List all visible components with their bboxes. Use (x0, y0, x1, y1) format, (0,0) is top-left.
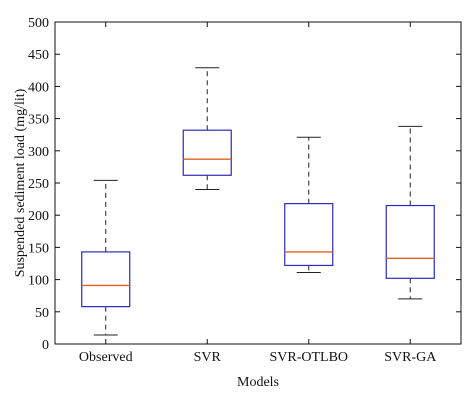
iqr-box (385, 204, 435, 279)
x-tick-label: SVR-OTLBO (269, 350, 348, 365)
x-axis: Observed SVR SVR-OTLBO SVR-GA (79, 22, 437, 365)
y-tick-label: 300 (28, 145, 49, 160)
y-tick-label: 250 (28, 177, 49, 192)
y-axis-label-group: Suspended sediment load (mg/lit) (13, 88, 28, 277)
y-axis: 0 50 100 150 200 250 300 350 400 450 500 (28, 16, 461, 353)
plot-frame (54, 21, 462, 345)
y-tick-label: 500 (28, 16, 49, 31)
box-svr-otlbo (284, 136, 334, 274)
boxes (81, 67, 435, 336)
x-tick-label: SVR (194, 350, 222, 365)
iqr-box (81, 251, 131, 308)
box-svr (182, 67, 232, 190)
x-axis-label: Models (237, 375, 279, 390)
y-tick-label: 0 (42, 338, 49, 353)
x-tick-label: Observed (79, 350, 133, 365)
y-tick-label: 100 (28, 274, 49, 289)
y-tick-label: 400 (28, 80, 49, 95)
box-observed (81, 179, 131, 336)
y-tick-label: 350 (28, 113, 49, 128)
box-svr-ga (385, 125, 435, 300)
iqr-box (284, 203, 334, 267)
y-tick-label: 50 (35, 306, 49, 321)
y-tick-label: 150 (28, 241, 49, 256)
y-axis-label: Suspended sediment load (mg/lit) (13, 88, 28, 277)
y-tick-label: 450 (28, 48, 49, 63)
x-tick-label: SVR-GA (384, 350, 437, 365)
y-tick-label: 200 (28, 209, 49, 224)
iqr-box (182, 129, 232, 176)
